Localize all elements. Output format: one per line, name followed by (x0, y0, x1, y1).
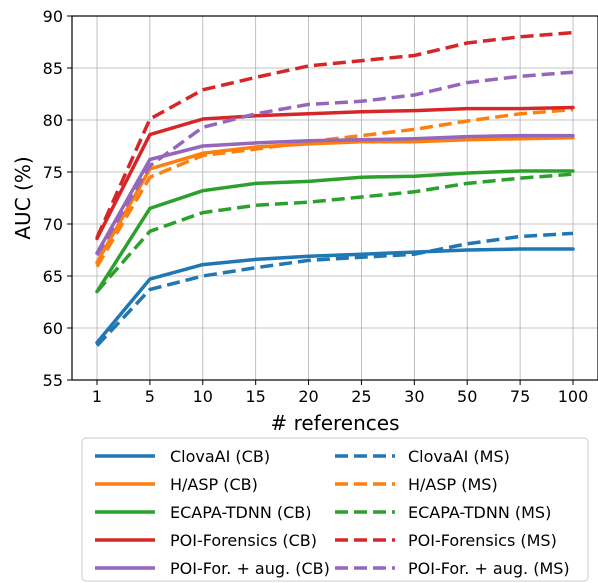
x-axis: 1 5 10 15 20 25 30 50 75 100 (92, 380, 588, 406)
legend: ClovaAI (CB) H/ASP (CB) ECAPA-TDNN (CB) POI… (81, 437, 589, 582)
x-tick-label: 100 (558, 387, 589, 406)
legend-label: POI-Forensics (CB) (170, 531, 317, 550)
series-line-ecapa-tdnn-cb (95, 169, 575, 294)
legend-label: ECAPA-TDNN (CB) (170, 503, 312, 522)
series-line-poi-for-aug-cb (95, 133, 575, 255)
x-tick-label: 1 (92, 387, 102, 406)
legend-frame (81, 437, 589, 582)
series-line-poi-forensics-cb (95, 105, 575, 241)
y-axis-label: AUC (%) (11, 156, 35, 239)
legend-label: POI-For. + aug. (MS) (408, 559, 570, 578)
x-tick-label: 30 (404, 387, 424, 406)
series-lines (95, 30, 575, 347)
x-tick-label: 25 (351, 387, 371, 406)
legend-label: POI-For. + aug. (CB) (170, 559, 330, 578)
legend-label: ClovaAI (MS) (408, 447, 510, 466)
series-line-h-asp-ms (95, 107, 574, 268)
x-tick-label: 20 (298, 387, 318, 406)
series-line-clovaai-cb (95, 247, 575, 345)
x-tick-label: 15 (245, 387, 265, 406)
x-tick-label: 10 (193, 387, 213, 406)
x-tick-label: 5 (145, 387, 155, 406)
y-tick-label: 60 (43, 319, 63, 338)
legend-label: ECAPA-TDNN (MS) (408, 503, 551, 522)
y-tick-label: 80 (43, 111, 63, 130)
y-tick-label: 65 (43, 267, 63, 286)
legend-label: POI-Forensics (MS) (408, 531, 557, 550)
y-tick-label: 85 (43, 59, 63, 78)
y-tick-label: 70 (43, 215, 63, 234)
y-tick-label: 90 (43, 7, 63, 26)
series-line-poi-for-aug-ms (95, 70, 574, 257)
series-line-poi-forensics-ms (95, 30, 574, 239)
plot-frame (71, 15, 598, 381)
x-axis-label: # references (270, 411, 399, 435)
legend-label: H/ASP (CB) (170, 475, 258, 494)
y-tick-label: 55 (43, 371, 63, 390)
legend-label: H/ASP (MS) (408, 475, 498, 494)
series-line-h-asp-cb (95, 135, 575, 265)
legend-label: ClovaAI (CB) (170, 447, 270, 466)
series-line-ecapa-tdnn-ms (95, 172, 574, 293)
x-tick-label: 50 (457, 387, 477, 406)
y-axis: 55 60 65 70 75 80 85 90 (43, 7, 72, 390)
y-tick-label: 75 (43, 163, 63, 182)
series-line-clovaai-ms (95, 231, 574, 347)
x-tick-label: 75 (510, 387, 530, 406)
